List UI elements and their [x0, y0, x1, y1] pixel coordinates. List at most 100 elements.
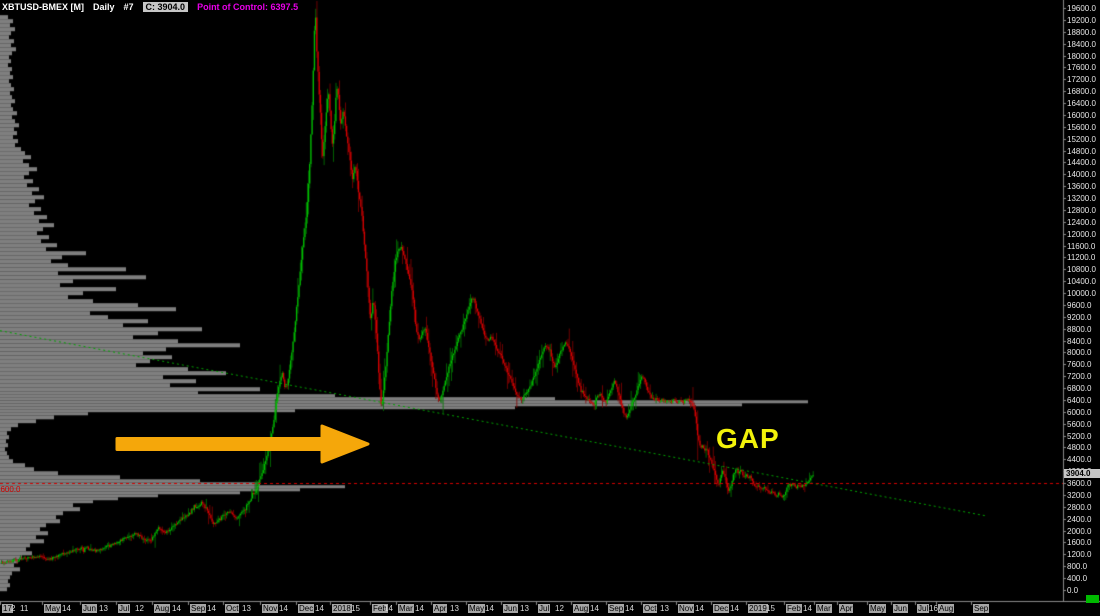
- x-axis-label: 14: [279, 604, 288, 613]
- x-axis-label: 14: [625, 604, 634, 613]
- y-axis-label: 18800.0: [1067, 27, 1096, 37]
- y-axis-label: 14000.0: [1067, 170, 1096, 180]
- y-axis-label: 5600.0: [1067, 419, 1092, 429]
- y-axis-label: 10400.0: [1067, 277, 1096, 287]
- y-axis-label: 6800.0: [1067, 384, 1092, 394]
- x-axis-label: 15: [351, 604, 360, 613]
- chart-number-label: #7: [123, 1, 134, 12]
- x-axis-label: May: [468, 604, 486, 613]
- x-axis-label: 13: [99, 604, 108, 613]
- title-bar: XBTUSD-BMEX [M] Daily #7 C: 3904.0 Point…: [0, 0, 298, 13]
- y-axis-label: 17200.0: [1067, 75, 1096, 85]
- x-axis-label: 13: [450, 604, 459, 613]
- y-axis-label: 1200.0: [1067, 550, 1092, 560]
- x-axis-label: 14: [172, 604, 181, 613]
- x-axis-label: Oct: [225, 604, 240, 613]
- x-axis-label: 13: [520, 604, 529, 613]
- y-axis-label: 7600.0: [1067, 360, 1092, 370]
- close-price-label: C: 3904.0: [142, 1, 189, 12]
- x-axis-label: Jul: [118, 604, 131, 613]
- symbol-label: XBTUSD-BMEX [M]: [2, 1, 84, 12]
- x-axis-label: Jun: [82, 604, 97, 613]
- x-axis-label: 2: [11, 604, 16, 613]
- y-axis-label: 14400.0: [1067, 158, 1096, 168]
- x-axis-label: 14: [695, 604, 704, 613]
- x-axis-label: 2019: [748, 604, 768, 613]
- x-axis-label: 14: [384, 604, 393, 613]
- y-axis-label: 16000.0: [1067, 110, 1096, 120]
- y-axis-label: 8000.0: [1067, 348, 1092, 358]
- x-axis-label: Sep: [190, 604, 207, 613]
- y-axis-label: 11200.0: [1067, 253, 1096, 263]
- y-axis-label: 12000.0: [1067, 229, 1096, 239]
- y-axis-label: 3200.0: [1067, 490, 1092, 500]
- x-axis-label: Apr: [433, 604, 448, 613]
- y-axis-label: 19600.0: [1067, 4, 1096, 13]
- y-axis-label: 16800.0: [1067, 87, 1096, 97]
- y-axis-label: 1600.0: [1067, 538, 1092, 548]
- x-axis-label: Jun: [893, 604, 908, 613]
- last-price-badge: 3904.0: [1064, 469, 1100, 479]
- x-axis-label: 14: [590, 604, 599, 613]
- timeframe-label: Daily: [93, 1, 115, 12]
- x-axis-label: 16: [929, 604, 938, 613]
- x-axis-label: Dec: [713, 604, 730, 613]
- x-axis-label: Aug: [938, 604, 955, 613]
- x-axis-label: Aug: [154, 604, 171, 613]
- x-axis-label: Jul: [538, 604, 551, 613]
- x-axis-label: Dec: [298, 604, 315, 613]
- point-of-control-label: Point of Control: 6397.5: [197, 1, 299, 12]
- x-axis-label: 14: [485, 604, 494, 613]
- y-axis-label: 6400.0: [1067, 395, 1092, 405]
- x-axis-label: 17: [2, 604, 13, 613]
- x-axis-label: Jun: [503, 604, 518, 613]
- y-axis-label: 19200.0: [1067, 15, 1096, 25]
- x-axis-label: 14: [730, 604, 739, 613]
- y-axis-label: 6000.0: [1067, 407, 1092, 417]
- y-axis-label: 9600.0: [1067, 300, 1092, 310]
- y-axis-label: 15200.0: [1067, 134, 1096, 144]
- price-axis[interactable]: 3904.0 19600.0 19200.0 18800.0 18400.0 18000…: [1064, 0, 1100, 602]
- y-axis-label: 7200.0: [1067, 372, 1092, 382]
- x-axis-label: Feb: [786, 604, 802, 613]
- x-axis-label: 13: [660, 604, 669, 613]
- x-axis-label: Aug: [573, 604, 590, 613]
- x-axis-label: Sep: [608, 604, 625, 613]
- x-axis-label: Nov: [678, 604, 695, 613]
- x-axis-label: 2018: [332, 604, 352, 613]
- horizontal-line-price-label: 3600.0: [0, 485, 21, 495]
- x-axis-label: 14: [62, 604, 71, 613]
- x-axis-label: 15: [766, 604, 775, 613]
- y-axis-label: 13200.0: [1067, 194, 1096, 204]
- x-axis-label: 14: [207, 604, 216, 613]
- x-axis-label: Jul: [917, 604, 930, 613]
- y-axis-label: 5200.0: [1067, 431, 1092, 441]
- x-axis-label: Mar: [816, 604, 832, 613]
- y-axis-label: 800.0: [1067, 562, 1088, 572]
- x-axis-label: 14: [415, 604, 424, 613]
- y-axis-label: 15600.0: [1067, 122, 1096, 132]
- y-axis-label: 14800.0: [1067, 146, 1096, 156]
- y-axis-label: 2400.0: [1067, 514, 1092, 524]
- y-axis-label: 12800.0: [1067, 205, 1096, 215]
- x-axis-label: May: [869, 604, 887, 613]
- y-axis-label: 400.0: [1067, 574, 1088, 584]
- x-axis-label: 14: [315, 604, 324, 613]
- y-axis-label: 4800.0: [1067, 443, 1092, 453]
- time-axis[interactable]: 17 2 11 May 14 Jun 13 Jul 12 Aug 14 Sep 14 Oct 13 Nov 14…: [0, 602, 1100, 616]
- y-axis-label: 2000.0: [1067, 526, 1092, 536]
- y-axis-label: 18400.0: [1067, 39, 1096, 49]
- y-axis-label: 2800.0: [1067, 502, 1092, 512]
- y-axis-label: 17600.0: [1067, 63, 1096, 73]
- x-axis-label: 14: [803, 604, 812, 613]
- x-axis-label: Apr: [839, 604, 854, 613]
- y-axis-label: 18000.0: [1067, 51, 1096, 61]
- x-axis-label: Feb: [372, 604, 388, 613]
- y-axis-label: 8800.0: [1067, 324, 1092, 334]
- x-axis-label: 12: [555, 604, 564, 613]
- y-axis-label: 10800.0: [1067, 265, 1096, 275]
- x-axis-label: 13: [242, 604, 251, 613]
- x-axis-label: 12: [135, 604, 144, 613]
